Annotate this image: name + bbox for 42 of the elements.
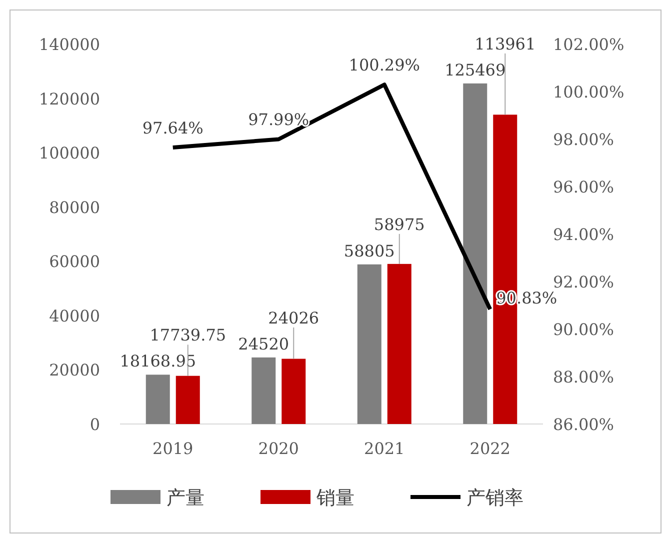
y-tick-label: 80000 [49,198,100,217]
y2-tick-label: 94.00% [553,225,614,244]
bar [252,357,276,424]
y2-tick-label: 98.00% [553,130,614,149]
y-tick-label: 120000 [38,89,100,108]
y2-tick-label: 92.00% [553,272,614,292]
y2-tick-label: 88.00% [553,368,614,386]
data-label: 97.64% [142,118,204,138]
data-label: 24026 [268,308,320,328]
x-tick-label: 2020 [258,439,299,458]
bar [282,358,306,424]
bar [176,376,200,424]
data-label: 113961 [474,34,536,54]
y2-tick-label: 90.00% [553,320,614,339]
bar [387,264,412,424]
data-label: 97.99% [248,110,310,130]
data-label: 58975 [374,214,425,234]
data-label: 18168.95 [120,352,196,371]
y2-tick-label: 96.00% [553,178,614,196]
y-tick-label: 40000 [49,306,100,326]
legend-label: 产量 [166,487,204,509]
x-tick-label: 2022 [470,439,510,458]
y-tick-label: 20000 [49,360,100,380]
y2-tick-label: 86.00% [553,415,614,434]
bar [146,374,170,424]
x-tick-label: 2021 [364,439,405,458]
legend-label: 产销率 [466,487,524,509]
data-label: 58805 [344,241,395,260]
legend-label: 销量 [316,487,354,509]
y-tick-label: 0 [90,415,100,434]
bar [357,264,382,424]
data-label: 17739.75 [150,326,226,345]
y-tick-label: 140000 [38,35,100,54]
y-tick-label: 60000 [49,252,100,272]
y2-tick-label: 102.00% [553,35,624,54]
bar [463,83,488,424]
data-label: 24520 [238,334,290,354]
y2-tick-label: 100.00% [553,82,624,102]
x-tick-label: 2019 [152,439,194,458]
y-tick-label: 100000 [38,144,100,163]
data-label: 125469 [444,60,506,80]
data-label: 100.29% [348,56,420,75]
